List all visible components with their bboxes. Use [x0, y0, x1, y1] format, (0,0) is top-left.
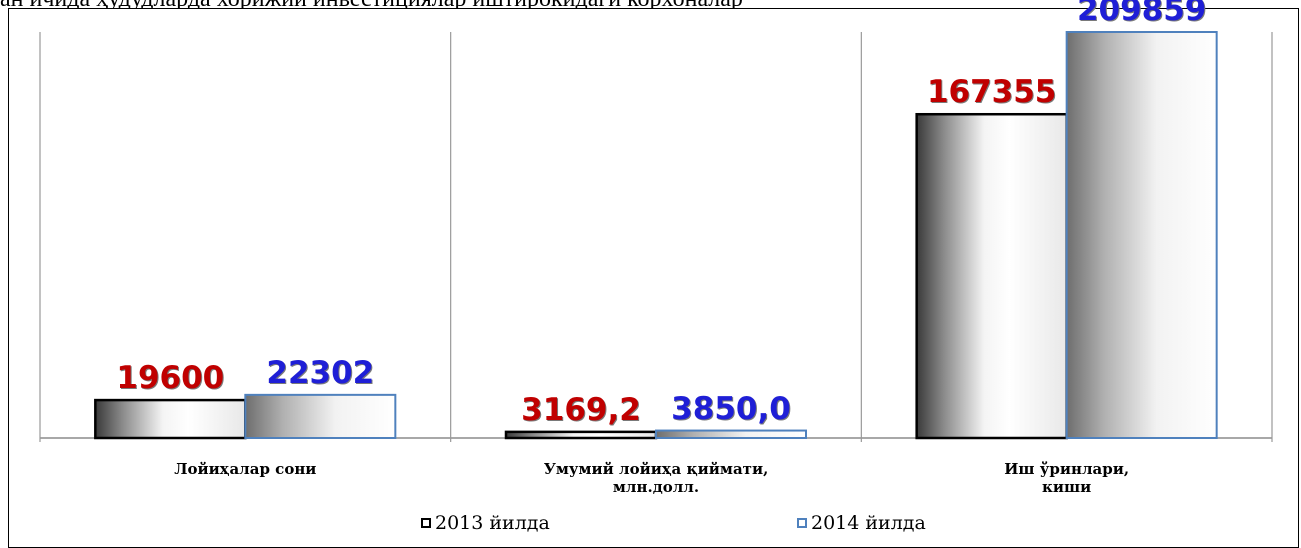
data-label-0-0: 19600 — [116, 360, 225, 397]
bar-2014-йилда-0 — [244, 393, 397, 439]
legend-swatch-2014 — [797, 518, 807, 528]
data-label-1-2: 209859 — [1076, 0, 1207, 28]
data-label-0-2: 167355 — [926, 74, 1057, 111]
data-label-1-0: 22302 — [266, 354, 375, 391]
legend-swatch-2013 — [421, 518, 431, 528]
category-label-line: киши — [1042, 478, 1092, 496]
bar-2014-йилда-2 — [1065, 31, 1218, 439]
category-label-line: Иш ўринлари, — [1004, 460, 1130, 478]
legend-item-2013: 2013 йилда — [421, 512, 550, 534]
legend-label-2013: 2013 йилда — [435, 512, 550, 534]
bar-2014-йилда-1 — [655, 429, 807, 440]
legend-label-2014: 2014 йилда — [811, 512, 926, 534]
category-label-2: Иш ўринлари, киши — [887, 460, 1247, 496]
category-label-line: Лойиҳалар сони — [174, 460, 317, 478]
data-label-0-1: 3169,2 — [521, 391, 641, 428]
category-label-line: Умумий лойиҳа қиймати, — [543, 460, 769, 478]
header-fragment: ан ичида ҳудудларда хорижий инвестицияла… — [0, 0, 1301, 10]
category-label-line: млн.долл. — [612, 478, 700, 496]
bar-2013-йилда-0 — [94, 398, 247, 440]
bar-2013-йилда-2 — [915, 112, 1068, 440]
legend-item-2014: 2014 йилда — [797, 512, 926, 534]
bar-2013-йилда-1 — [504, 430, 658, 440]
category-label-1: Умумий лойиҳа қиймати, млн.долл. — [476, 460, 836, 496]
category-label-0: Лойиҳалар сони — [65, 460, 425, 478]
data-label-1-1: 3850,0 — [671, 390, 791, 427]
